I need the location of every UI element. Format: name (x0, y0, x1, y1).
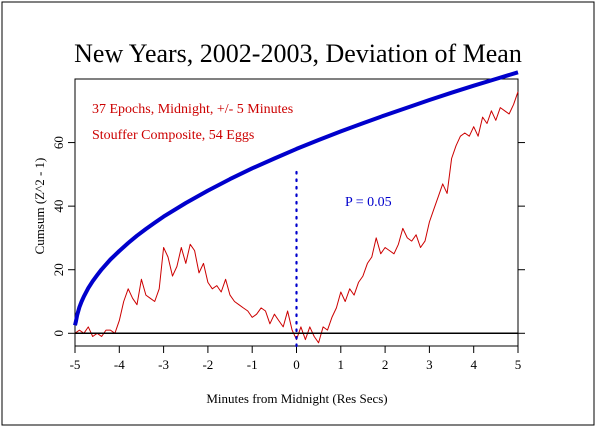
x-tick-label: 4 (470, 357, 477, 372)
x-tick-label: -2 (202, 357, 213, 372)
y-tick-label: 60 (51, 136, 66, 149)
chart-title: New Years, 2002-2003, Deviation of Mean (74, 39, 522, 68)
y-axis-label: Cumsum (Z^2 - 1) (32, 158, 47, 255)
plot-marks: -5 -4 -3 -2 -1 0 1 2 3 4 5 0 20 40 60 (51, 70, 525, 372)
annotation-composite: Stouffer Composite, 54 Eggs (92, 128, 254, 143)
x-tick-label: 3 (426, 357, 433, 372)
y-tick-label: 40 (51, 200, 66, 213)
x-tick-label: -5 (70, 357, 81, 372)
p-value-envelope-line (73, 70, 519, 326)
y-tick-label: 20 (51, 263, 66, 276)
x-tick-label: -1 (247, 357, 258, 372)
x-axis-label: Minutes from Midnight (Res Secs) (206, 391, 387, 406)
x-tick-label: -4 (114, 357, 125, 372)
x-tick-label: 5 (515, 357, 522, 372)
y-tick-label: 0 (51, 330, 66, 337)
x-tick-label: 2 (382, 357, 389, 372)
x-tick-label: 0 (293, 357, 300, 372)
x-tick-label: 1 (338, 357, 345, 372)
p-value-label: P = 0.05 (345, 195, 392, 210)
annotation-epochs: 37 Epochs, Midnight, +/- 5 Minutes (92, 102, 293, 117)
x-tick-label: -3 (158, 357, 169, 372)
